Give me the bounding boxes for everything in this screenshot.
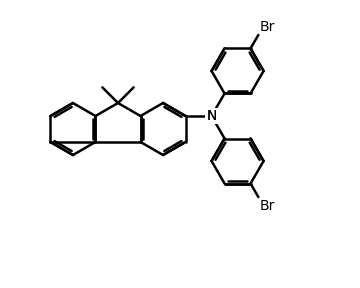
Text: Br: Br [259,20,275,34]
Text: N: N [206,109,217,123]
Text: N: N [206,109,217,123]
Text: Br: Br [259,199,275,213]
